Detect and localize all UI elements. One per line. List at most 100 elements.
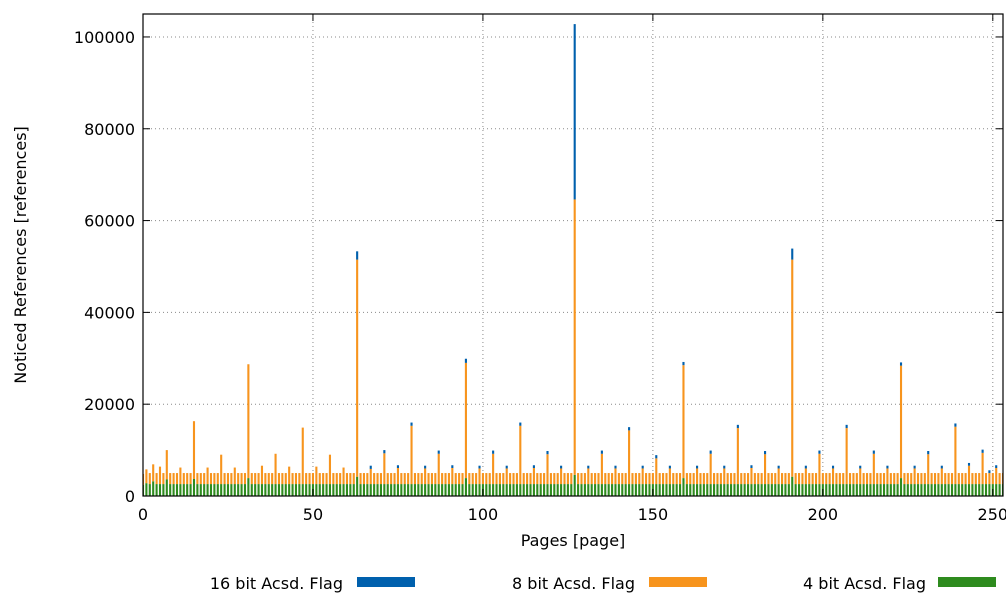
bar-segment bbox=[397, 468, 399, 484]
bar-segment bbox=[903, 473, 905, 484]
bar-segment bbox=[614, 468, 616, 484]
bar-segment bbox=[166, 479, 168, 496]
bar-segment bbox=[876, 484, 878, 496]
bar-segment bbox=[451, 484, 453, 496]
bar-segment bbox=[951, 473, 953, 484]
bar-segment bbox=[791, 260, 793, 477]
bar-segment bbox=[441, 484, 443, 496]
bar-segment bbox=[883, 473, 885, 484]
bar-segment bbox=[832, 468, 834, 484]
bar-segment bbox=[268, 484, 270, 496]
bar-segment bbox=[523, 484, 525, 496]
legend-label: 4 bit Acsd. Flag bbox=[803, 574, 926, 593]
bar-segment bbox=[808, 473, 810, 484]
bar-segment bbox=[750, 465, 752, 468]
bar-segment bbox=[489, 484, 491, 496]
bar-segment bbox=[162, 473, 164, 484]
bar-segment bbox=[478, 468, 480, 484]
bar-segment bbox=[747, 484, 749, 496]
bar-segment bbox=[890, 484, 892, 496]
bar-segment bbox=[506, 484, 508, 496]
bar-segment bbox=[931, 484, 933, 496]
bar-segment bbox=[829, 484, 831, 496]
bar-segment bbox=[152, 464, 154, 481]
bar-segment bbox=[995, 465, 997, 468]
bar-segment bbox=[438, 451, 440, 454]
bar-segment bbox=[625, 473, 627, 484]
bar-segment bbox=[696, 484, 698, 496]
bar-segment bbox=[332, 484, 334, 496]
bar-segment bbox=[203, 473, 205, 484]
bar-segment bbox=[220, 484, 222, 496]
bar-segment bbox=[757, 484, 759, 496]
bar-segment bbox=[805, 484, 807, 496]
bar-segment bbox=[244, 484, 246, 496]
bar-segment bbox=[268, 473, 270, 484]
bar-segment bbox=[421, 473, 423, 484]
bar-segment bbox=[356, 260, 358, 477]
bar-segment bbox=[621, 484, 623, 496]
bar-segment bbox=[292, 473, 294, 484]
bar-segment bbox=[506, 466, 508, 469]
bar-segment bbox=[380, 484, 382, 496]
bar-segment bbox=[230, 473, 232, 484]
bar-segment bbox=[472, 473, 474, 484]
bar-segment bbox=[733, 484, 735, 496]
bar-segment bbox=[754, 473, 756, 484]
bar-segment bbox=[587, 484, 589, 496]
x-axis-label: Pages [page] bbox=[521, 531, 626, 550]
bar-segment bbox=[363, 484, 365, 496]
bar-segment bbox=[458, 473, 460, 484]
bar-segment bbox=[597, 484, 599, 496]
bar-segment bbox=[628, 427, 630, 430]
bar-segment bbox=[995, 468, 997, 484]
bar-segment bbox=[574, 24, 576, 199]
bar-segment bbox=[914, 484, 916, 496]
bar-segment bbox=[801, 484, 803, 496]
bar-segment bbox=[241, 473, 243, 484]
bar-segment bbox=[961, 484, 963, 496]
bar-segment bbox=[258, 473, 260, 484]
bar-segment bbox=[193, 479, 195, 496]
bar-segment bbox=[801, 473, 803, 484]
bar-segment bbox=[213, 473, 215, 484]
bar-segment bbox=[897, 473, 899, 484]
bar-segment bbox=[988, 484, 990, 496]
bar-segment bbox=[805, 468, 807, 484]
bar-segment bbox=[173, 473, 175, 484]
bar-segment bbox=[210, 484, 212, 496]
bar-segment bbox=[587, 466, 589, 469]
bar-segment bbox=[676, 484, 678, 496]
bar-segment bbox=[315, 484, 317, 496]
bar-segment bbox=[356, 251, 358, 259]
bar-segment bbox=[461, 473, 463, 484]
bar-segment bbox=[424, 466, 426, 469]
bar-segment bbox=[958, 484, 960, 496]
bar-segment bbox=[642, 466, 644, 469]
bar-segment bbox=[866, 473, 868, 484]
bar-segment bbox=[747, 473, 749, 484]
bar-segment bbox=[251, 473, 253, 484]
bar-segment bbox=[387, 473, 389, 484]
bar-segment bbox=[553, 473, 555, 484]
bar-segment bbox=[465, 478, 467, 496]
bar-segment bbox=[750, 468, 752, 484]
bar-segment bbox=[376, 473, 378, 484]
bar-segment bbox=[329, 484, 331, 496]
bar-segment bbox=[179, 484, 181, 496]
bar-segment bbox=[818, 451, 820, 454]
bar-segment bbox=[723, 468, 725, 484]
bar-segment bbox=[682, 365, 684, 478]
bar-segment bbox=[628, 430, 630, 484]
bar-segment bbox=[359, 484, 361, 496]
bar-segment bbox=[907, 473, 909, 484]
bar-segment bbox=[176, 473, 178, 484]
bar-segment bbox=[839, 484, 841, 496]
bar-segment bbox=[546, 454, 548, 484]
bars bbox=[143, 24, 1003, 496]
bar-segment bbox=[213, 484, 215, 496]
bar-segment bbox=[407, 473, 409, 484]
bar-segment bbox=[788, 484, 790, 496]
bar-segment bbox=[710, 484, 712, 496]
